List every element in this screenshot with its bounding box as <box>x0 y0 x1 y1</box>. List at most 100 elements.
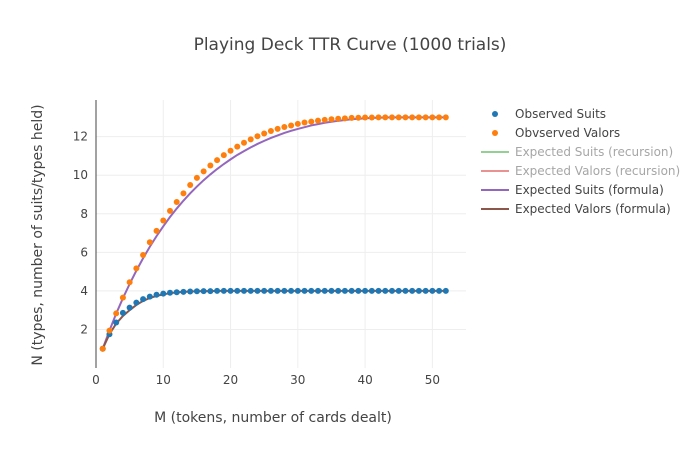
data-point-series-1 <box>429 114 436 121</box>
data-point-series-0 <box>247 287 254 294</box>
data-point-series-1 <box>113 310 120 317</box>
x-tick-label: 50 <box>425 373 440 387</box>
data-point-series-1 <box>301 119 308 126</box>
data-point-series-0 <box>227 287 234 294</box>
data-point-series-1 <box>375 114 382 121</box>
data-point-series-1 <box>167 207 173 214</box>
data-point-series-1 <box>362 114 369 121</box>
legend-label: Expected Valors (formula) <box>515 202 671 216</box>
data-point-series-1 <box>193 174 200 181</box>
data-point-series-1 <box>153 227 160 234</box>
data-point-series-1 <box>321 116 328 123</box>
data-point-series-1 <box>180 190 187 197</box>
data-point-series-1 <box>315 117 321 124</box>
data-point-series-0 <box>119 309 126 316</box>
data-point-series-1 <box>241 139 247 146</box>
data-point-series-1 <box>368 114 375 121</box>
data-point-series-1 <box>402 114 409 121</box>
data-point-series-1 <box>133 265 140 272</box>
data-point-series-1 <box>247 136 254 143</box>
data-point-series-1 <box>227 147 234 154</box>
legend-item-2[interactable]: Expected Suits (recursion) <box>481 145 673 159</box>
data-point-series-0 <box>173 289 180 296</box>
data-point-series-1 <box>106 327 113 334</box>
data-point-series-1 <box>267 128 274 135</box>
legend-item-4[interactable]: Expected Suits (formula) <box>481 183 664 197</box>
legend-label: Expected Suits (recursion) <box>515 145 673 159</box>
data-point-series-1 <box>261 130 268 137</box>
y-tick-label: 8 <box>80 207 88 221</box>
data-point-series-0 <box>126 304 133 311</box>
y-tick-label: 4 <box>80 284 88 298</box>
data-point-series-1 <box>335 115 342 122</box>
y-tick-label: 12 <box>73 130 88 144</box>
data-point-series-1 <box>254 133 261 140</box>
x-tick-label: 10 <box>156 373 171 387</box>
data-point-series-0 <box>315 287 321 294</box>
data-point-series-0 <box>429 287 436 294</box>
data-point-series-0 <box>422 287 429 294</box>
data-point-series-0 <box>348 287 355 294</box>
data-point-series-1 <box>422 114 429 121</box>
data-point-series-0 <box>402 287 409 294</box>
legend-item-5[interactable]: Expected Valors (formula) <box>481 202 671 216</box>
data-point-series-1 <box>173 198 180 205</box>
data-point-series-1 <box>160 217 167 224</box>
data-point-series-1 <box>274 125 281 132</box>
y-tick-label: 2 <box>80 322 88 336</box>
data-point-series-0 <box>220 287 227 294</box>
data-point-series-0 <box>167 289 173 296</box>
data-point-series-1 <box>234 143 241 150</box>
x-tick-label: 20 <box>223 373 238 387</box>
data-point-series-1 <box>294 120 301 127</box>
chart-title: Playing Deck TTR Curve (1000 trials) <box>194 35 507 55</box>
legend-label: Observed Suits <box>515 107 606 121</box>
data-point-series-1 <box>140 252 147 259</box>
data-point-series-1 <box>348 114 355 121</box>
data-point-series-1 <box>187 182 194 189</box>
data-point-series-1 <box>126 279 133 286</box>
data-point-series-0 <box>362 287 369 294</box>
data-point-series-1 <box>288 122 295 129</box>
data-point-series-0 <box>261 287 268 294</box>
data-point-series-0 <box>200 288 207 295</box>
legend-item-0[interactable]: Observed Suits <box>492 107 606 121</box>
y-tick-label: 6 <box>80 245 88 259</box>
data-point-series-1 <box>382 114 389 121</box>
data-point-series-1 <box>442 114 449 121</box>
legend[interactable]: Observed Suits Obvserved Valors Expected S… <box>481 107 680 216</box>
data-point-series-1 <box>308 118 315 125</box>
y-axis-title: N (types, number of suits/types held) <box>30 104 46 365</box>
markers-layer <box>99 114 449 352</box>
legend-item-1[interactable]: Obvserved Valors <box>492 126 620 140</box>
data-point-series-0 <box>382 287 389 294</box>
axis-layer: 0 10 20 30 40 50 2 4 6 8 10 12 <box>73 100 440 387</box>
data-point-series-0 <box>395 287 402 294</box>
data-point-series-0 <box>375 287 382 294</box>
lines-layer <box>101 116 446 350</box>
data-point-series-0 <box>241 287 247 294</box>
data-point-series-0 <box>301 287 308 294</box>
data-point-series-1 <box>281 123 288 130</box>
data-point-series-0 <box>442 287 449 294</box>
data-point-series-1 <box>355 114 362 121</box>
data-point-series-1 <box>395 114 402 121</box>
data-point-series-1 <box>389 114 395 121</box>
data-point-series-0 <box>436 287 443 294</box>
data-point-series-0 <box>146 293 153 300</box>
data-point-series-0 <box>133 299 140 306</box>
data-point-series-0 <box>254 287 261 294</box>
data-point-series-0 <box>113 319 120 326</box>
legend-label: Obvserved Valors <box>515 126 620 140</box>
data-point-series-0 <box>335 287 342 294</box>
data-point-series-1 <box>207 162 214 169</box>
legend-item-3[interactable]: Expected Valors (recursion) <box>481 164 680 178</box>
x-axis-title: M (tokens, number of cards dealt) <box>154 410 392 426</box>
data-point-series-0 <box>214 287 221 294</box>
data-point-series-0 <box>355 287 362 294</box>
data-point-series-0 <box>308 287 315 294</box>
x-tick-label: 0 <box>92 373 100 387</box>
data-point-series-1 <box>409 114 416 121</box>
